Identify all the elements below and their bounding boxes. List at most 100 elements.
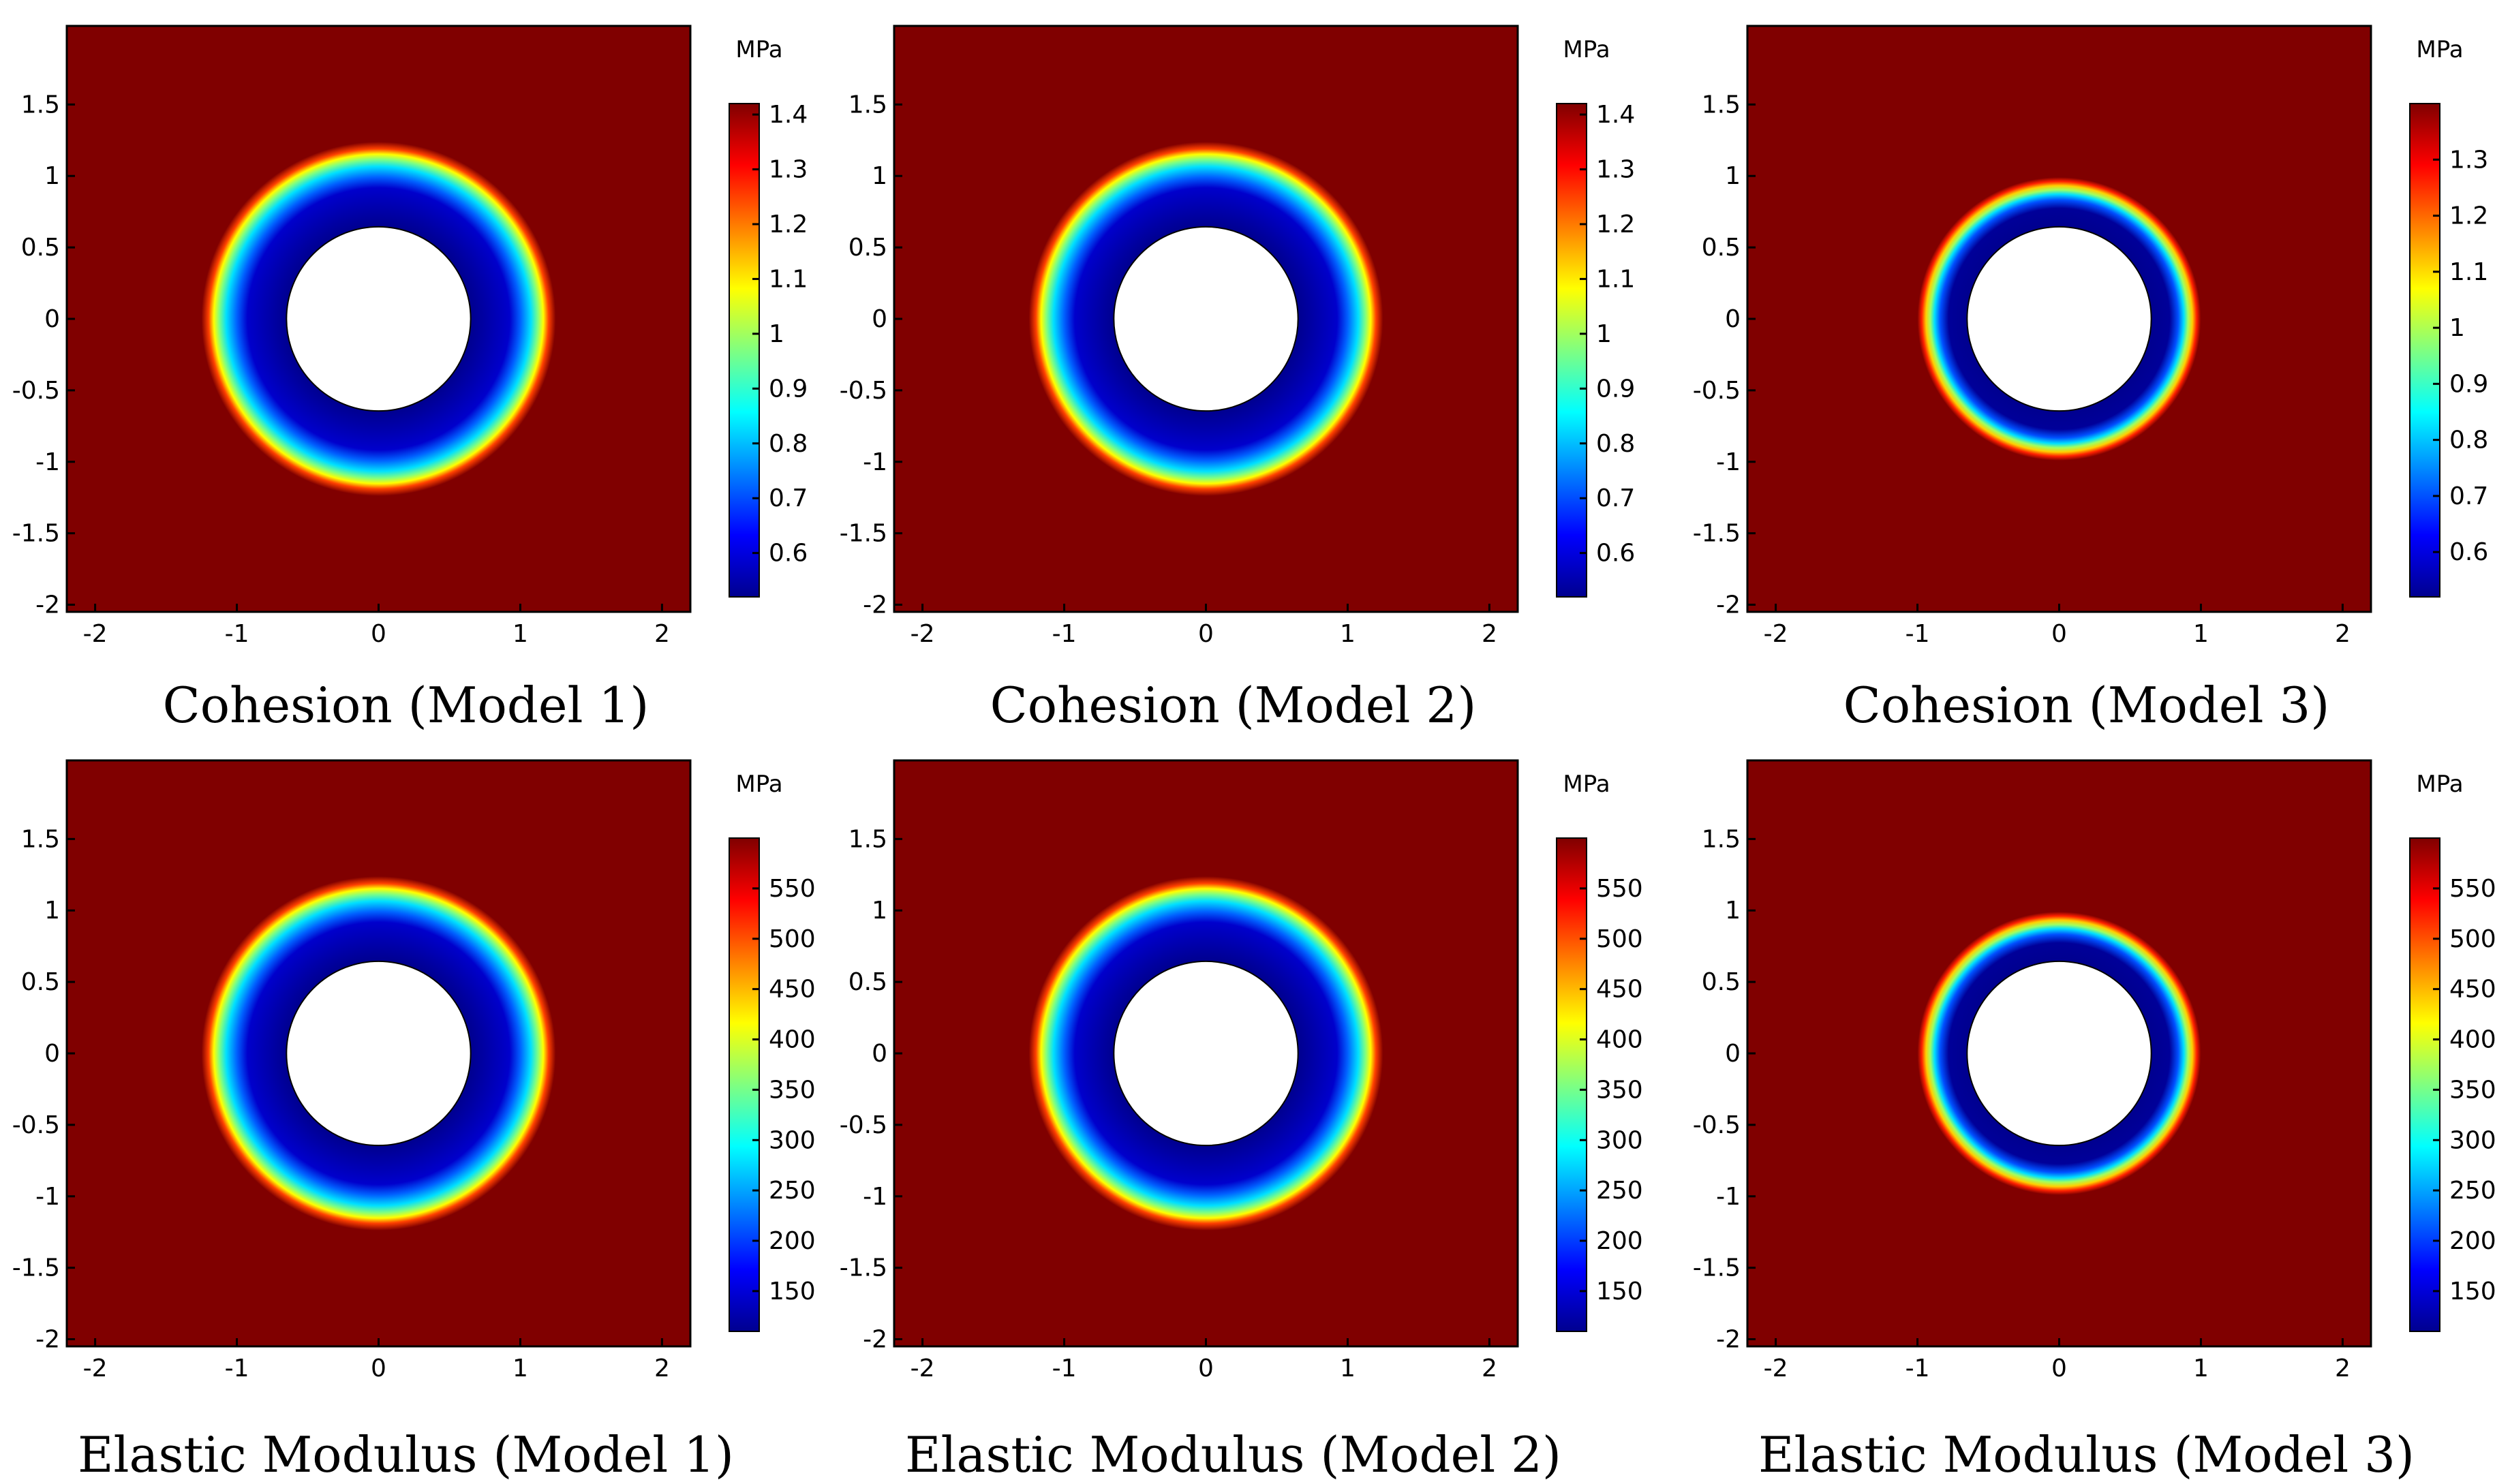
y-tick-label: -1	[1716, 448, 1741, 476]
y-tick-label: 0	[872, 305, 887, 333]
colorbar	[2409, 837, 2440, 1332]
tunnel-hole	[1113, 960, 1299, 1147]
y-tick-label: 0.5	[1702, 234, 1741, 262]
x-tick-label: 2	[2335, 1355, 2351, 1382]
x-tick-label: 0	[1198, 1355, 1214, 1382]
panel-caption: Elastic Modulus (Model 3)	[1758, 1426, 2415, 1483]
x-tick-label: -2	[1764, 620, 1788, 648]
y-tick-label: 1.5	[1702, 825, 1741, 853]
colorbar-tick-label: 500	[1596, 925, 1643, 953]
colorbar-tick-label: 1.1	[1596, 265, 1635, 293]
x-tick-label: 0	[371, 1355, 386, 1382]
heatmap-panel-6: -2 -1 0 1 2 1.5 1 0.5 0 -0.5 -1 -1.5 -2 550 500 450 400 3…	[1693, 759, 2496, 1483]
colorbar-tick-label: 350	[769, 1076, 816, 1104]
panel-caption: Cohesion (Model 3)	[1843, 677, 2330, 734]
x-tick-label: 2	[1482, 1355, 1497, 1382]
colorbar-unit: MPa	[2416, 36, 2463, 63]
y-tick-label: -1	[35, 448, 60, 476]
colorbar-tick-label: 250	[1596, 1177, 1643, 1205]
y-tick-label: 1.5	[1702, 91, 1741, 119]
x-tick-label: 1	[512, 1355, 528, 1382]
y-tick-label: -1.5	[1693, 520, 1741, 548]
y-tick-label: -1.5	[1693, 1254, 1741, 1282]
y-tick-label: 1	[1725, 162, 1741, 190]
panel-caption: Cohesion (Model 1)	[163, 677, 649, 734]
y-tick-label: 0	[1725, 1040, 1741, 1068]
colorbar-tick-label: 550	[769, 875, 816, 903]
colorbar	[2409, 103, 2440, 598]
y-tick-label: 1.5	[21, 825, 60, 853]
colorbar	[729, 103, 760, 598]
colorbar-tick-label: 250	[2449, 1177, 2496, 1205]
colorbar	[1556, 837, 1587, 1332]
y-tick-label: 1.5	[848, 91, 887, 119]
x-tick-label: -2	[910, 1355, 935, 1382]
colorbar-tick-label: 300	[2449, 1126, 2496, 1154]
y-tick-label: -1.5	[12, 520, 60, 548]
x-tick-label: 1	[1340, 620, 1356, 648]
colorbar-tick-label: 400	[2449, 1026, 2496, 1054]
x-tick-label: 0	[2051, 620, 2067, 648]
colorbar-tick-label: 0.7	[1596, 484, 1635, 512]
heatmap-panel-4: -2 -1 0 1 2 1.5 1 0.5 0 -0.5 -1 -1.5 -2 550 500 450 400 3…	[12, 759, 816, 1483]
x-tick-label: -1	[1052, 1355, 1077, 1382]
colorbar-unit: MPa	[2416, 771, 2463, 798]
heatmap-panel-2: -2 -1 0 1 2 1.5 1 0.5 0 -0.5 -1 -1.5 -2 1.4 1.3 1.2 1.1 1…	[840, 25, 1635, 734]
colorbar-tick-label: 200	[2449, 1227, 2496, 1255]
colorbar-unit: MPa	[735, 771, 782, 798]
colorbar-tick-label: 0.9	[769, 375, 808, 403]
y-tick-label: 1	[44, 162, 60, 190]
colorbar-tick-label: 0.8	[769, 430, 808, 458]
x-tick-label: 2	[654, 620, 670, 648]
y-tick-label: 0.5	[1702, 968, 1741, 996]
y-tick-label: -2	[863, 591, 887, 619]
colorbar-tick-label: 0.8	[1596, 430, 1635, 458]
y-tick-label: -2	[1716, 591, 1741, 619]
y-tick-label: -1.5	[840, 520, 887, 548]
colorbar-tick-label: 400	[1596, 1026, 1643, 1054]
y-tick-label: -0.5	[12, 377, 60, 405]
x-tick-label: 2	[2335, 620, 2351, 648]
colorbar-unit: MPa	[1563, 771, 1610, 798]
y-tick-label: 0.5	[21, 234, 60, 262]
x-tick-label: -2	[83, 1355, 108, 1382]
colorbar-tick-label: 450	[769, 976, 816, 1004]
colorbar-tick-label: 0.6	[2449, 538, 2488, 566]
x-tick-label: 2	[654, 1355, 670, 1382]
colorbar-tick-label: 0.9	[2449, 370, 2488, 398]
y-tick-label: -0.5	[840, 377, 887, 405]
colorbar-tick-label: 300	[769, 1126, 816, 1154]
y-tick-label: 1	[872, 162, 887, 190]
y-tick-label: -2	[35, 1326, 60, 1354]
panel-caption: Elastic Modulus (Model 1)	[78, 1426, 734, 1483]
heatmap-panel-1: -2 -1 0 1 2 1.5 1 0.5 0 -0.5 -1 -1.5 -2 1.4 1.3 1.2 1.1 1…	[12, 25, 808, 734]
colorbar-tick-label: 1.2	[2449, 202, 2488, 230]
colorbar-tick-label: 0.7	[2449, 482, 2488, 510]
x-tick-label: 1	[512, 620, 528, 648]
colorbar-tick-label: 0.6	[1596, 540, 1635, 568]
colorbar-tick-label: 1.4	[1596, 101, 1635, 129]
x-tick-label: -2	[83, 620, 108, 648]
y-tick-label: -0.5	[12, 1111, 60, 1139]
colorbar-tick-label: 1	[2449, 314, 2465, 342]
colorbar-tick-label: 1.3	[2449, 146, 2488, 174]
colorbar-tick-label: 150	[2449, 1278, 2496, 1305]
colorbar-tick-label: 0.9	[1596, 375, 1635, 403]
colorbar-tick-label: 350	[1596, 1076, 1643, 1104]
colorbar-tick-label: 550	[1596, 875, 1643, 903]
colorbar-tick-label: 1.3	[769, 156, 808, 184]
y-tick-label: 1	[872, 897, 887, 925]
colorbar-tick-label: 1.2	[769, 211, 808, 238]
colorbar-tick-label: 550	[2449, 875, 2496, 903]
colorbar-unit: MPa	[735, 36, 782, 63]
y-tick-label: 0.5	[848, 234, 887, 262]
colorbar-tick-label: 1	[1596, 320, 1612, 348]
colorbar-tick-label: 500	[2449, 925, 2496, 953]
tunnel-hole	[286, 960, 472, 1147]
y-tick-label: -1	[35, 1183, 60, 1211]
y-tick-label: -2	[1716, 1326, 1741, 1354]
colorbar-tick-label: 300	[1596, 1126, 1643, 1154]
y-tick-label: -0.5	[1693, 377, 1741, 405]
y-tick-label: -1.5	[12, 1254, 60, 1282]
